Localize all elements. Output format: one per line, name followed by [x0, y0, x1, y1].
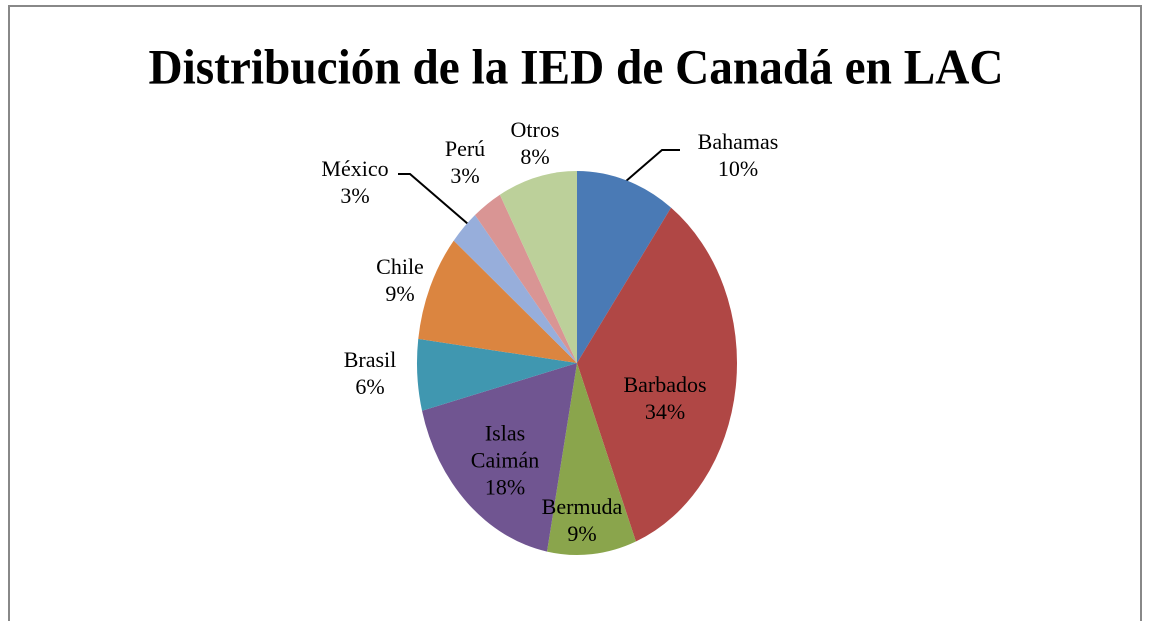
category-label: Bahamas	[697, 129, 779, 154]
pie-slice	[577, 171, 672, 363]
category-label: Brasil	[343, 347, 397, 372]
category-label: Chile	[376, 254, 424, 279]
data-label: México 3%	[303, 155, 407, 209]
value-label: 9%	[385, 281, 415, 306]
value-label: 3%	[450, 163, 480, 188]
pie-slice	[453, 215, 577, 363]
data-label: Barbados 34%	[613, 371, 717, 425]
data-label: Chile 9%	[348, 253, 452, 307]
chart-frame	[8, 5, 1142, 621]
pie-slice	[422, 363, 577, 552]
value-label: 9%	[567, 521, 597, 546]
pie-slice	[499, 171, 577, 363]
pie-slice	[418, 240, 577, 363]
pie-slice	[577, 207, 738, 542]
pie-slice	[475, 194, 577, 363]
category-label: México	[321, 156, 389, 181]
pie-slice	[417, 338, 577, 411]
category-label: Perú	[444, 136, 486, 161]
data-label: Bermuda 9%	[530, 493, 634, 547]
value-label: 10%	[717, 156, 759, 181]
value-label: 6%	[355, 374, 385, 399]
category-label: Bermuda	[541, 494, 623, 519]
chart-title: Distribución de la IED de Canadá en LAC	[149, 38, 1004, 94]
leader-line	[398, 173, 469, 225]
category-label: Otros	[510, 117, 560, 142]
leader-line	[624, 149, 680, 183]
data-label: Brasil 6%	[318, 346, 422, 400]
data-label: Islas Caimán 18%	[453, 420, 557, 501]
data-label: Otros 8%	[483, 116, 587, 170]
value-label: 8%	[520, 144, 550, 169]
value-label: 34%	[644, 399, 686, 424]
data-label: Bahamas 10%	[686, 128, 790, 182]
value-label: 3%	[340, 183, 370, 208]
category-label: Islas Caimán	[470, 420, 540, 473]
pie-slice	[547, 363, 636, 556]
value-label: 18%	[484, 474, 526, 500]
category-label: Barbados	[623, 372, 707, 397]
data-label: Perú 3%	[413, 135, 517, 189]
pie	[417, 171, 738, 556]
